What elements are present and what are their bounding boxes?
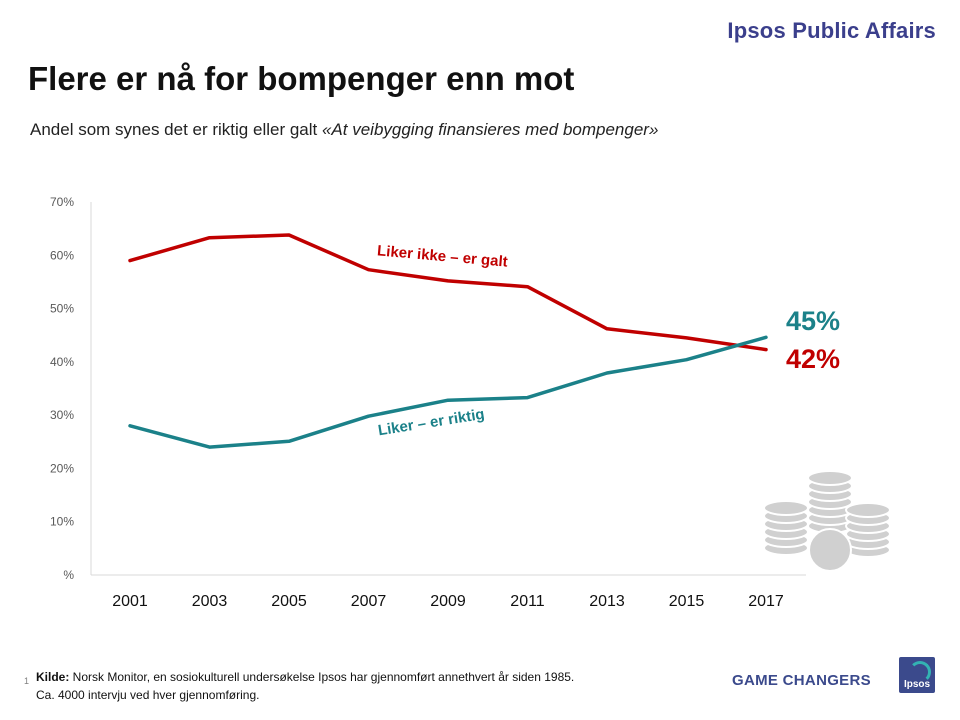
x-tick-label: 2003	[192, 593, 228, 610]
y-tick-label: 10%	[50, 515, 74, 529]
y-tick-label: 40%	[50, 355, 74, 369]
coins-icon	[763, 470, 891, 572]
series-line-for	[128, 335, 768, 449]
x-tick-label: 2009	[430, 593, 466, 610]
subtitle-quote: «At veibygging finansieres med bompenger…	[321, 120, 659, 139]
source-label: Kilde:	[36, 670, 70, 684]
y-tick-label: %	[63, 568, 74, 582]
x-tick-label: 2015	[669, 593, 705, 610]
chart-subtitle: Andel som synes det er riktig eller galt…	[30, 120, 658, 140]
interview-note: Ca. 4000 intervju ved hver gjennomføring…	[36, 688, 260, 702]
y-tick-label: 50%	[50, 302, 74, 316]
logo-text: Ipsos	[903, 679, 931, 690]
x-tick-label: 2013	[589, 593, 625, 610]
y-tick-label: 30%	[50, 408, 74, 422]
page-number: 1	[24, 676, 30, 686]
x-tick-label: 2005	[271, 593, 307, 610]
series-label: Liker ikke – er galt	[376, 242, 508, 270]
ipsos-logo: Ipsos	[899, 657, 935, 693]
end-value-label: 45%	[786, 306, 840, 336]
y-tick-label: 70%	[50, 195, 74, 209]
page-title: Flere er nå for bompenger enn mot	[28, 60, 575, 97]
y-tick-label: 60%	[50, 248, 74, 262]
subtitle-text: Andel som synes det er riktig eller galt	[30, 120, 322, 139]
x-tick-label: 2001	[112, 593, 148, 610]
source-text: Norsk Monitor, en sosiokulturell undersø…	[69, 670, 575, 684]
brand-name: Ipsos Public Affairs	[727, 18, 936, 43]
y-tick-label: 20%	[50, 461, 74, 475]
x-tick-label: 2017	[748, 593, 784, 610]
end-value-label: 42%	[786, 344, 840, 374]
x-tick-label: 2007	[351, 593, 387, 610]
x-tick-label: 2011	[510, 593, 545, 610]
source-note: Kilde: Norsk Monitor, en sosiokulturell …	[36, 668, 574, 704]
game-changers-tagline: GAME CHANGERS	[732, 672, 871, 689]
